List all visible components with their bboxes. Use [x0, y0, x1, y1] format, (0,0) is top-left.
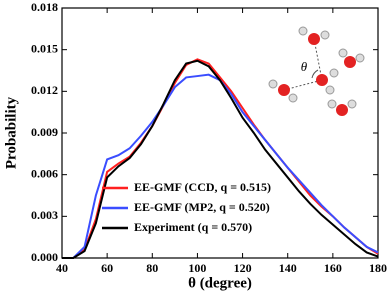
x-tick-label: 120 [234, 261, 252, 275]
y-tick-label: 0.015 [31, 41, 58, 55]
inset-molecules [268, 26, 365, 116]
y-tick-label: 0.009 [31, 125, 58, 139]
x-tick-label: 100 [188, 261, 206, 275]
legend-label: Experiment (q = 0.570) [134, 220, 252, 234]
x-tick-label: 140 [279, 261, 297, 275]
legend-label: EE-GMF (CCD, q = 0.515) [134, 180, 271, 194]
y-axis-label: Probability [3, 96, 19, 169]
y-tick-label: 0.006 [31, 166, 58, 180]
x-axis-label: θ (degree) [188, 275, 252, 291]
y-tick-label: 0.000 [31, 250, 58, 264]
x-tick-label: 60 [101, 261, 113, 275]
inset-label: θ [301, 59, 308, 74]
x-tick-label: 80 [146, 261, 158, 275]
legend-label: EE-GMF (MP2, q = 0.520) [134, 200, 270, 214]
y-tick-label: 0.003 [31, 208, 58, 222]
y-tick-label: 0.012 [31, 83, 58, 97]
series-line [62, 59, 379, 259]
y-tick-label: 0.018 [31, 0, 58, 14]
x-tick-label: 40 [56, 261, 68, 275]
x-tick-label: 180 [369, 261, 387, 275]
x-tick-label: 160 [324, 261, 342, 275]
